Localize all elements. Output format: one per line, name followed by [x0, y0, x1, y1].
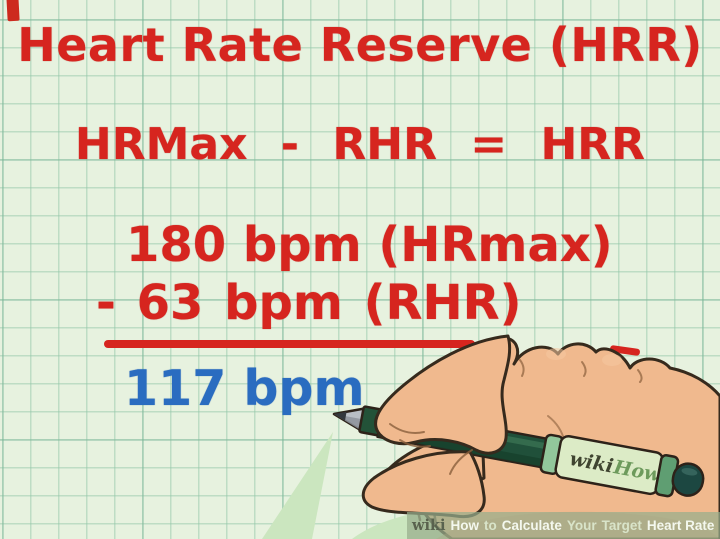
watermark-word: Your: [566, 518, 597, 533]
watermark-word: Target: [601, 518, 642, 533]
calc-line-hrmax: 180 bpm (HRmax): [126, 217, 613, 273]
subtraction-line: [104, 340, 475, 348]
formula: HRMax - RHR = HRR: [74, 119, 646, 170]
watermark-word: Heart Rate: [646, 518, 715, 533]
title: Heart Rate Reserve (HRR): [17, 18, 703, 72]
calc-line-rhr: - 63 bpm (RHR): [96, 275, 522, 331]
index-finger: [374, 334, 512, 455]
watermark-bar: wiki How to Calculate Your Target Heart R…: [407, 512, 720, 539]
watermark-word: to: [484, 518, 497, 533]
thumb: [361, 449, 486, 519]
pen-tip-point: [334, 411, 347, 421]
watermark-wiki-logo: wiki: [412, 517, 446, 534]
result-value: 117 bpm: [124, 360, 365, 417]
watermark-word: Calculate: [501, 518, 562, 533]
watermark-how: How: [450, 518, 480, 533]
